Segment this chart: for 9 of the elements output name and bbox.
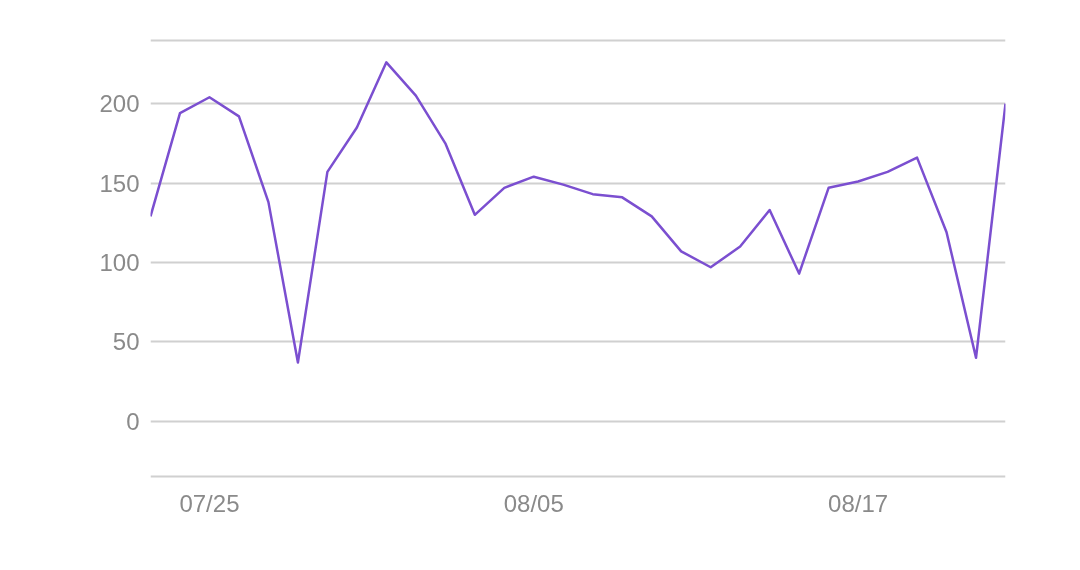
x-tick-label: 08/17 xyxy=(828,489,889,517)
x-tick-label: 08/05 xyxy=(503,489,564,517)
y-tick-label: 150 xyxy=(99,169,140,197)
y-tick-label: 50 xyxy=(112,328,140,356)
y-tick-label: 100 xyxy=(99,248,140,276)
y-tick-label: 0 xyxy=(126,407,140,435)
x-tick-label: 07/25 xyxy=(179,489,240,517)
y-tick-label: 200 xyxy=(99,90,140,118)
line-series xyxy=(150,61,1006,364)
